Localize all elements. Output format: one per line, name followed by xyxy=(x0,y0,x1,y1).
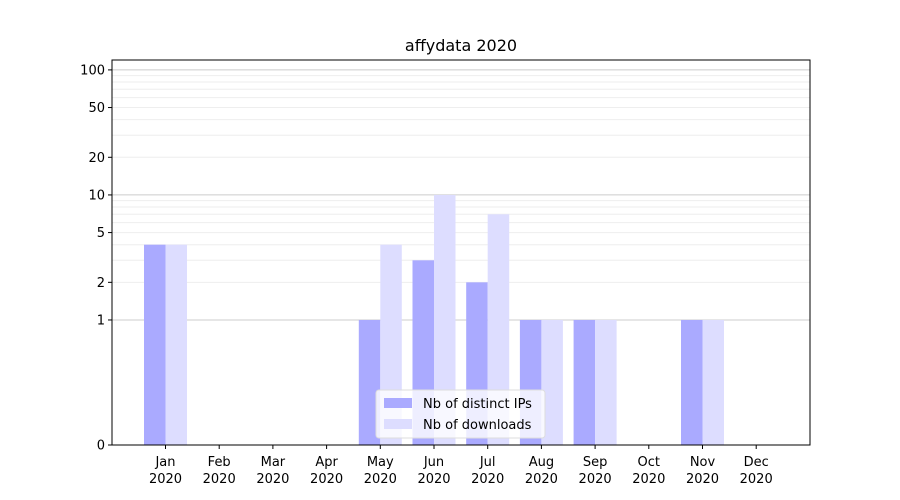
y-tick-label: 50 xyxy=(88,101,105,116)
x-tick-label: Feb 2020 xyxy=(203,455,236,487)
bar-downloads-nov xyxy=(702,319,724,445)
x-tick-label: Jun 2020 xyxy=(417,455,450,487)
x-tick-label: Oct 2020 xyxy=(632,455,665,487)
x-tick-label: Jul 2020 xyxy=(471,455,504,487)
grid xyxy=(112,69,810,321)
x-axis: Jan 2020 Feb 2020 Mar 2020 Apr 2020 May 2020 Jun 20… xyxy=(149,445,773,487)
x-tick-label: May 2020 xyxy=(364,455,397,487)
x-tick-label: Sep 2020 xyxy=(579,455,612,487)
plot-frame xyxy=(111,59,811,446)
bar-distinct-ips-sep xyxy=(573,319,596,445)
bar-downloads-aug xyxy=(541,319,563,445)
y-axis: 0 1 2 5 10 20 50 100 xyxy=(80,63,112,454)
x-tick-label: Aug 2020 xyxy=(525,455,558,487)
chart-title: affydata 2020 xyxy=(405,36,517,55)
bar-distinct-ips-nov xyxy=(681,319,703,445)
y-tick-label: 20 xyxy=(88,151,105,166)
y-tick-label: 100 xyxy=(80,63,105,78)
y-tick-label: 2 xyxy=(97,276,105,291)
bar-distinct-ips-may xyxy=(358,319,381,445)
x-tick-label: Mar 2020 xyxy=(256,455,289,487)
legend-box xyxy=(375,389,546,439)
y-tick-label: 0 xyxy=(97,439,105,454)
bar-downloads-jul xyxy=(487,214,510,445)
bar-distinct-ips-jan xyxy=(144,244,166,445)
bars xyxy=(144,194,724,445)
bar-downloads-jan xyxy=(165,244,187,445)
x-tick-label: Nov 2020 xyxy=(686,455,719,487)
legend-label: Nb of downloads xyxy=(423,418,532,433)
x-tick-label: Jan 2020 xyxy=(149,455,182,487)
legend-label: Nb of distinct IPs xyxy=(423,397,532,412)
y-tick-label: 5 xyxy=(97,226,105,241)
legend-swatch xyxy=(384,419,412,429)
x-tick-label: Apr 2020 xyxy=(310,455,343,487)
x-tick-label: Dec 2020 xyxy=(740,455,773,487)
legend-swatch xyxy=(384,398,412,408)
legend: Nb of distinct IPs Nb of downloads xyxy=(375,389,546,439)
bar-downloads-jun xyxy=(434,194,456,445)
bar-downloads-sep xyxy=(595,319,617,445)
y-tick-label: 10 xyxy=(88,188,105,203)
y-tick-label: 1 xyxy=(97,313,105,328)
